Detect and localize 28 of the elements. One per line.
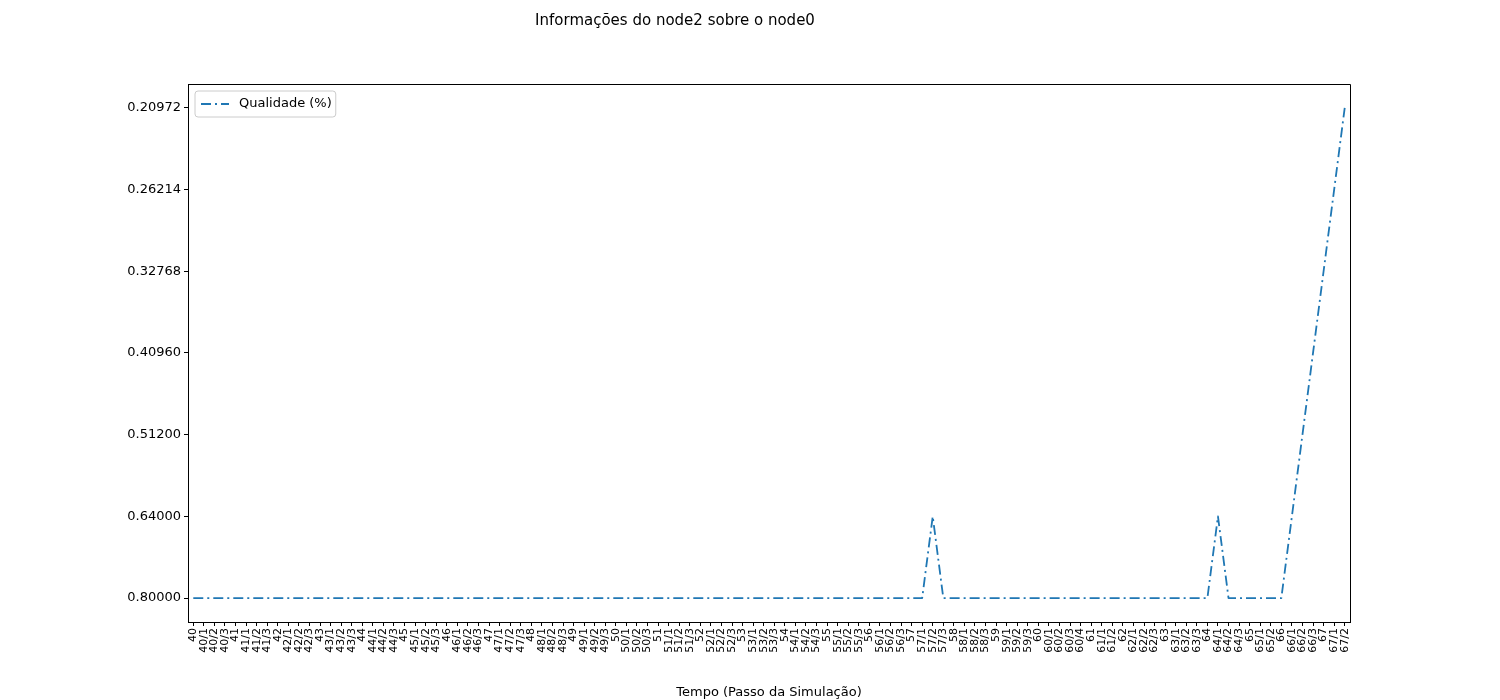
x-tick-label: 59/1	[999, 628, 1013, 653]
legend-label: Qualidade (%)	[239, 95, 332, 111]
x-tick-label: 51/1	[661, 628, 675, 653]
y-tick-label: 0.64000	[127, 507, 181, 523]
y-tick-label: 0.40960	[127, 344, 181, 360]
x-tick-label: 49	[566, 628, 580, 642]
x-tick-label: 63	[1158, 628, 1171, 642]
x-tick-label: 43/1	[323, 628, 337, 653]
x-tick-label: 67	[1316, 628, 1330, 642]
x-tick-label: 45/2	[418, 628, 432, 653]
x-tick-label: 63/1	[1168, 628, 1182, 653]
x-tick-label: 60/4	[1073, 628, 1087, 653]
y-tick-label: 0.26214	[127, 180, 181, 196]
x-tick-label: 57	[904, 628, 918, 642]
x-tick-label: 62/3	[1147, 628, 1161, 653]
x-tick-label: 53	[735, 628, 749, 642]
x-tick-label: 65	[1242, 628, 1256, 642]
y-tick-label: 0.51200	[127, 426, 181, 442]
y-tick-label: 0.32768	[127, 262, 181, 278]
x-tick-label: 55/1	[830, 628, 844, 653]
y-tick-label: 0.20972	[127, 99, 181, 115]
x-tick-label: 49/2	[587, 628, 601, 653]
chart-title: Informações do node2 sobre o node0	[535, 10, 815, 29]
x-tick-label: 47/1	[492, 628, 506, 653]
x-tick-label: 49/1	[577, 628, 590, 653]
y-tick-label: 0.80000	[127, 589, 181, 605]
x-axis-title: Tempo (Passo da Simulação)	[675, 683, 862, 699]
x-tick-label: 41/2	[249, 628, 263, 653]
